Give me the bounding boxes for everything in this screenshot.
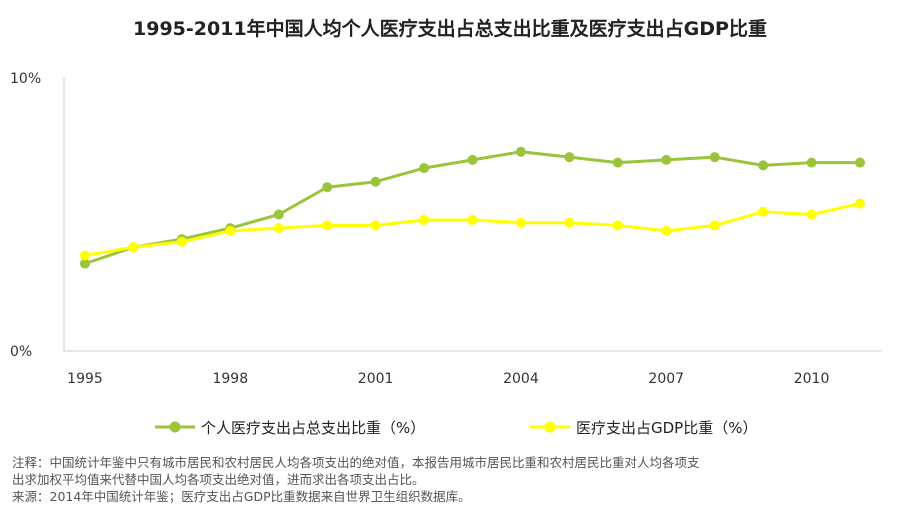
note-line-1: 注释：中国统计年鉴中只有城市居民和农村居民人均各项支出的绝对值，本报告用城市居民… <box>12 455 700 470</box>
chart-title: 1995-2011年中国人均个人医疗支出占总支出比重及医疗支出占GDP比重 <box>133 18 767 40</box>
data-point <box>80 250 90 261</box>
data-point <box>370 176 381 187</box>
data-point <box>370 220 381 231</box>
data-point <box>467 214 478 225</box>
data-point <box>322 182 333 193</box>
data-point <box>855 198 865 209</box>
data-point <box>661 225 672 236</box>
data-point <box>612 157 623 168</box>
y-tick-label: 0% <box>10 344 32 360</box>
legend-item-1: 个人医疗支出占总支出比重（%） <box>155 419 425 437</box>
legend-label: 个人医疗支出占总支出比重（%） <box>201 419 425 437</box>
line-chart: 1995 1998 2001 2004 2007 2010 0% 10% 个人医疗支出占总支… <box>10 71 882 437</box>
note-line-2: 出求加权平均值来代替中国人均各项支出绝对值，进而求出各项支出占比。 <box>12 472 425 487</box>
data-point <box>515 146 526 157</box>
data-point <box>225 225 236 236</box>
axes <box>63 78 882 352</box>
data-point <box>806 209 817 220</box>
x-tick-label: 2010 <box>794 371 830 387</box>
legend-swatch-marker <box>169 421 181 433</box>
legend-swatch-marker <box>544 421 556 433</box>
x-tick-label: 1998 <box>212 371 248 387</box>
footnotes: 注释：中国统计年鉴中只有城市居民和农村居民人均各项支出的绝对值，本报告用城市居民… <box>12 454 892 505</box>
data-point <box>855 157 865 168</box>
x-tick-label: 1995 <box>67 371 103 387</box>
data-point <box>322 220 333 231</box>
y-tick-label: 10% <box>10 71 41 87</box>
data-point <box>128 242 139 253</box>
series-2 <box>80 198 865 261</box>
series-line <box>84 150 860 266</box>
data-point <box>515 217 526 228</box>
data-point <box>709 220 720 231</box>
data-point <box>80 258 90 269</box>
y-axis-ticks: 0% 10% <box>10 71 41 360</box>
series-1 <box>80 146 865 269</box>
data-point <box>661 154 672 165</box>
data-point <box>709 152 720 163</box>
data-point <box>176 236 187 247</box>
series-line <box>84 202 861 257</box>
data-point <box>612 220 623 231</box>
data-point <box>564 152 575 163</box>
data-point <box>273 223 284 234</box>
data-point <box>273 209 284 220</box>
x-tick-label: 2004 <box>503 371 539 387</box>
data-point <box>467 154 478 165</box>
x-axis-ticks: 1995 1998 2001 2004 2007 2010 <box>67 371 829 387</box>
data-point <box>758 206 769 217</box>
legend-item-2: 医疗支出占GDP比重（%） <box>530 419 757 437</box>
legend: 个人医疗支出占总支出比重（%） 医疗支出占GDP比重（%） <box>155 419 757 437</box>
data-point <box>564 217 575 228</box>
data-point <box>758 160 769 171</box>
series-layer <box>80 146 865 269</box>
data-point <box>419 163 430 174</box>
data-point <box>806 157 817 168</box>
x-tick-label: 2001 <box>358 371 394 387</box>
x-tick-label: 2007 <box>648 371 684 387</box>
source-line: 来源：2014年中国统计年鉴；医疗支出占GDP比重数据来自世界卫生组织数据库。 <box>12 489 471 504</box>
legend-label: 医疗支出占GDP比重（%） <box>576 419 757 437</box>
data-point <box>419 214 430 225</box>
